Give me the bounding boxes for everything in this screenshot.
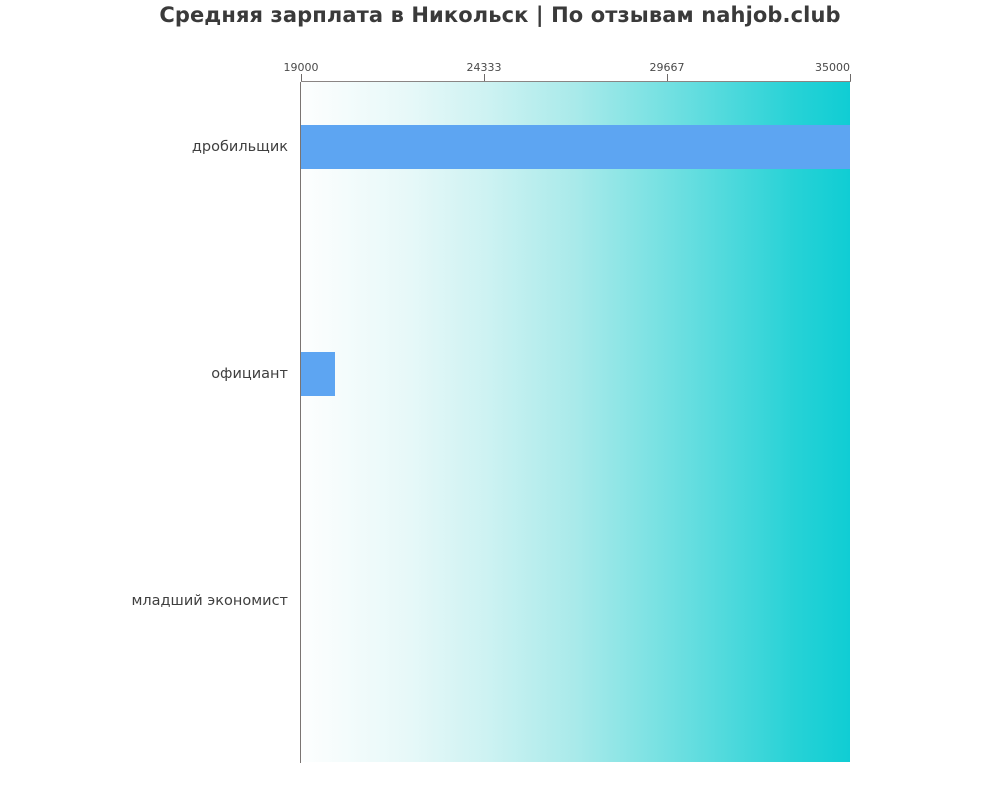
plot-background-gradient	[301, 82, 850, 762]
x-axis-tick-mark	[850, 74, 851, 81]
x-axis-tick-label: 19000	[283, 61, 319, 74]
bar[interactable]	[301, 352, 336, 396]
x-axis-tick-label: 29667	[649, 61, 685, 74]
x-axis-tick-mark	[667, 74, 668, 81]
category-label: дробильщик	[191, 139, 288, 156]
x-axis-tick-mark	[301, 74, 302, 81]
category-label: официант	[211, 366, 288, 382]
x-axis-tick-mark	[483, 74, 485, 81]
x-axis-line	[301, 81, 851, 82]
x-axis-tick-label: 24333	[466, 61, 502, 74]
category-label: младший экономист	[131, 592, 288, 609]
plot-area	[301, 82, 850, 762]
y-axis-line	[300, 82, 301, 763]
bar[interactable]	[301, 125, 850, 170]
x-axis-tick-label: 35000	[815, 61, 850, 74]
page-title: Средняя зарплата в Никольск | По отзывам…	[159, 3, 841, 27]
